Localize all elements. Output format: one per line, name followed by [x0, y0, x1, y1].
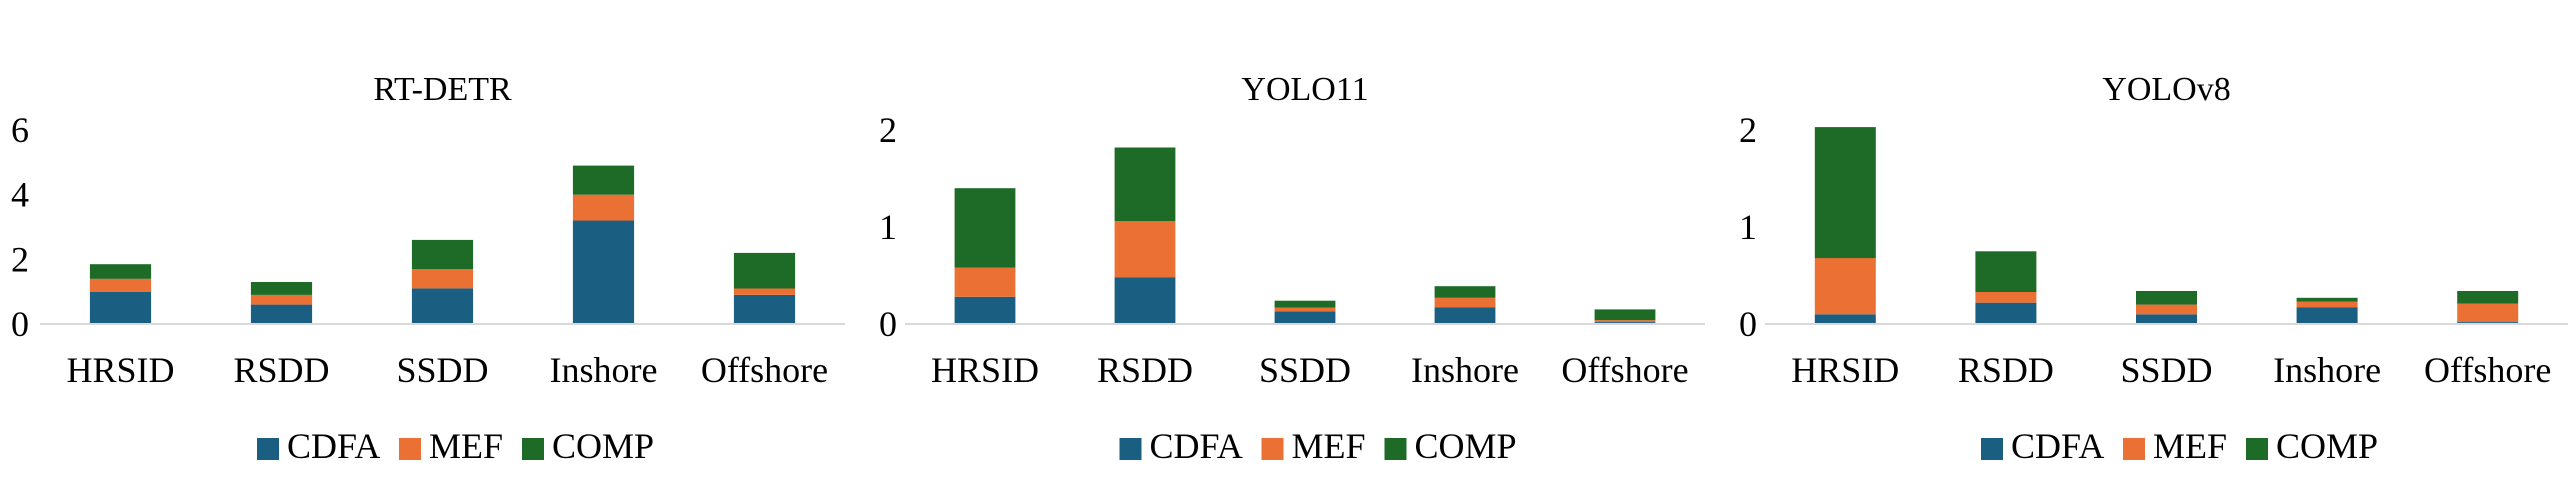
legend-swatch-comp: [522, 438, 544, 460]
legend-swatch-mef: [2123, 438, 2145, 460]
bar-cdfa-ssdd: [411, 288, 474, 324]
x-tick-label: SSDD: [396, 350, 488, 390]
legend-label-mef: MEF: [2153, 426, 2227, 466]
bar-comp-rsdd: [1975, 251, 2037, 292]
bar-mef-hrsid: [89, 278, 152, 292]
x-tick-label: Inshore: [550, 350, 658, 390]
x-tick-label: SSDD: [1259, 350, 1351, 390]
y-tick-label: 2: [11, 239, 29, 279]
bar-cdfa-hrsid: [1814, 314, 1876, 324]
legend-swatch-comp: [2246, 438, 2268, 460]
bar-comp-inshore: [2296, 297, 2358, 302]
x-tick-label: RSDD: [233, 350, 329, 390]
bar-mef-offshore: [1594, 320, 1656, 322]
bar-cdfa-rsdd: [1114, 277, 1176, 324]
bar-mef-rsdd: [1975, 292, 2037, 303]
legend-label-mef: MEF: [429, 426, 503, 466]
x-tick-label: HRSID: [931, 350, 1039, 390]
bar-mef-inshore: [572, 194, 635, 221]
bar-cdfa-hrsid: [89, 291, 152, 324]
bar-cdfa-inshore: [2296, 307, 2358, 324]
x-tick-label: Offshore: [1561, 350, 1688, 390]
legend-swatch-cdfa: [257, 438, 279, 460]
y-tick-label: 2: [879, 110, 897, 150]
bar-comp-offshore: [733, 252, 796, 289]
y-tick-label: 0: [11, 304, 29, 344]
x-tick-label: RSDD: [1097, 350, 1193, 390]
bar-comp-ssdd: [2136, 291, 2197, 305]
chart-title-3: YOLOv8: [2102, 71, 2230, 108]
legend-label-cdfa: CDFA: [287, 426, 380, 466]
bar-comp-rsdd: [250, 282, 313, 295]
bar-cdfa-offshore: [733, 294, 796, 324]
x-tick-label: Inshore: [2273, 350, 2381, 390]
bar-mef-ssdd: [2136, 304, 2197, 315]
bar-mef-inshore: [1434, 297, 1496, 308]
x-tick-label: Offshore: [701, 350, 828, 390]
x-tick-label: HRSID: [66, 350, 174, 390]
y-tick-label: 6: [11, 110, 29, 150]
bar-mef-rsdd: [1114, 221, 1176, 278]
legend-label-cdfa: CDFA: [2011, 426, 2104, 466]
bar-mef-hrsid: [1814, 258, 1876, 315]
bar-mef-hrsid: [954, 267, 1016, 297]
bar-cdfa-hrsid: [954, 296, 1016, 324]
legend-label-mef: MEF: [1292, 426, 1366, 466]
bar-comp-ssdd: [1274, 300, 1336, 308]
legend-label-cdfa: CDFA: [1150, 426, 1243, 466]
chart-title-1: RT-DETR: [373, 71, 512, 108]
bar-comp-rsdd: [1114, 147, 1176, 222]
bar-mef-ssdd: [1274, 307, 1336, 312]
bar-comp-hrsid: [89, 264, 152, 279]
legend-swatch-cdfa: [1119, 438, 1142, 460]
x-tick-label: HRSID: [1791, 350, 1899, 390]
bar-mef-inshore: [2296, 301, 2358, 308]
x-tick-label: Offshore: [2424, 350, 2551, 390]
legend-swatch-mef: [399, 438, 421, 460]
y-tick-label: 4: [11, 175, 29, 215]
legend-swatch-cdfa: [1981, 438, 2003, 460]
bar-cdfa-ssdd: [1274, 311, 1336, 324]
bar-cdfa-inshore: [572, 220, 635, 324]
x-tick-label: Inshore: [1411, 350, 1519, 390]
bar-cdfa-inshore: [1434, 307, 1496, 324]
bar-cdfa-ssdd: [2136, 314, 2197, 324]
y-tick-label: 2: [1739, 110, 1757, 150]
chart-title-2: YOLO11: [1241, 71, 1368, 108]
bar-mef-offshore: [2457, 303, 2519, 322]
x-tick-label: RSDD: [1958, 350, 2054, 390]
bar-comp-hrsid: [954, 188, 1016, 268]
bar-cdfa-rsdd: [1975, 302, 2037, 324]
bar-comp-inshore: [572, 165, 635, 195]
legend-label-comp: COMP: [2276, 426, 2378, 466]
bar-mef-ssdd: [411, 269, 474, 289]
x-tick-label: SSDD: [2120, 350, 2212, 390]
y-tick-label: 1: [879, 207, 897, 247]
bar-mef-offshore: [733, 288, 796, 295]
legend-swatch-comp: [1384, 438, 1407, 460]
y-tick-label: 1: [1739, 207, 1757, 247]
bar-mef-rsdd: [250, 294, 313, 305]
bar-comp-hrsid: [1814, 127, 1876, 259]
legend-label-comp: COMP: [552, 426, 654, 466]
y-tick-label: 0: [879, 304, 897, 344]
bar-comp-offshore: [1594, 309, 1656, 321]
bar-comp-ssdd: [411, 239, 474, 269]
y-tick-label: 0: [1739, 304, 1757, 344]
bar-comp-offshore: [2457, 291, 2519, 304]
bar-cdfa-rsdd: [250, 304, 313, 324]
legend-label-comp: COMP: [1415, 426, 1517, 466]
bar-comp-inshore: [1434, 286, 1496, 298]
legend-swatch-mef: [1261, 438, 1284, 460]
